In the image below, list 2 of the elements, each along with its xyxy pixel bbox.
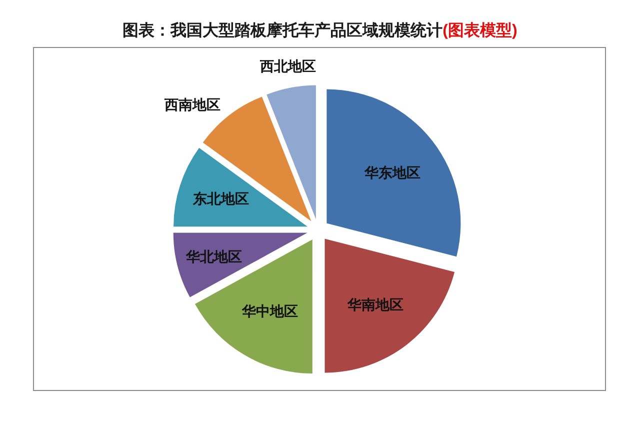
- subtitle: (图表模型): [442, 22, 518, 40]
- title: 图表：我国大型踏板摩托车产品区域规模统计: [122, 22, 443, 40]
